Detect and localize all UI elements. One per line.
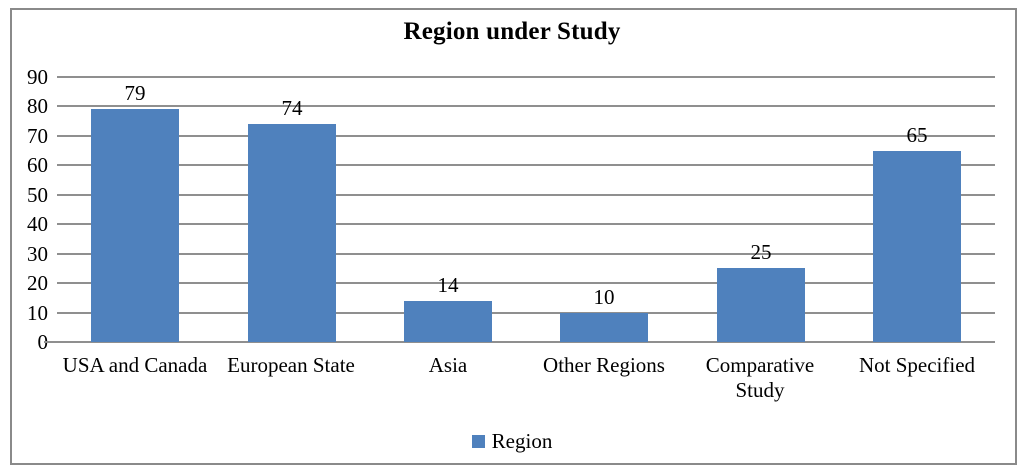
bar-3 (560, 312, 648, 342)
gridline-10 (57, 311, 995, 314)
y-tick-label: 0 (37, 330, 49, 354)
bar-value-label: 79 (124, 81, 146, 106)
bar-4 (717, 268, 805, 342)
bar-value-label: 10 (593, 284, 615, 309)
category-label: Not Specified (858, 353, 976, 377)
gridline-40 (57, 223, 995, 226)
legend-label: Region (491, 429, 553, 453)
y-tick-label: 60 (27, 153, 48, 178)
bar-value-label: 74 (281, 96, 303, 121)
gridline-80 (57, 105, 995, 108)
gridline-20 (57, 282, 995, 285)
y-tick-label: 40 (27, 212, 48, 237)
legend: Region (0, 426, 1024, 456)
y-tick-label: 10 (27, 300, 48, 325)
gridline-90 (57, 76, 995, 78)
gridline-70 (57, 134, 995, 137)
category-label: Asia (428, 353, 468, 377)
gridline-0 (57, 341, 995, 343)
y-tick-label: 70 (27, 123, 48, 148)
category-label: USA and Canada (62, 353, 208, 377)
y-tick-label: 50 (27, 182, 48, 207)
bar-value-label: 25 (750, 240, 772, 265)
bar-value-label: 14 (437, 272, 459, 297)
bar-5 (873, 150, 961, 342)
category-label: Comparative Study (705, 353, 815, 402)
legend-swatch-icon (471, 434, 485, 448)
bar-2 (404, 300, 492, 342)
bar-0 (91, 109, 179, 342)
y-tick-label: 20 (27, 271, 48, 296)
category-label: Other Regions (543, 353, 665, 377)
y-tick-label: 30 (27, 241, 48, 266)
y-tick-label: 90 (27, 65, 48, 89)
y-tick-label: 80 (27, 94, 48, 119)
x-axis-tick (44, 341, 57, 343)
gridline-30 (57, 252, 995, 255)
category-label: European State (227, 353, 355, 377)
gridline-60 (57, 164, 995, 167)
bar-1 (248, 124, 336, 342)
chart-title: Region under Study (403, 18, 621, 45)
gridline-50 (57, 193, 995, 196)
bar-value-label: 65 (906, 122, 928, 147)
